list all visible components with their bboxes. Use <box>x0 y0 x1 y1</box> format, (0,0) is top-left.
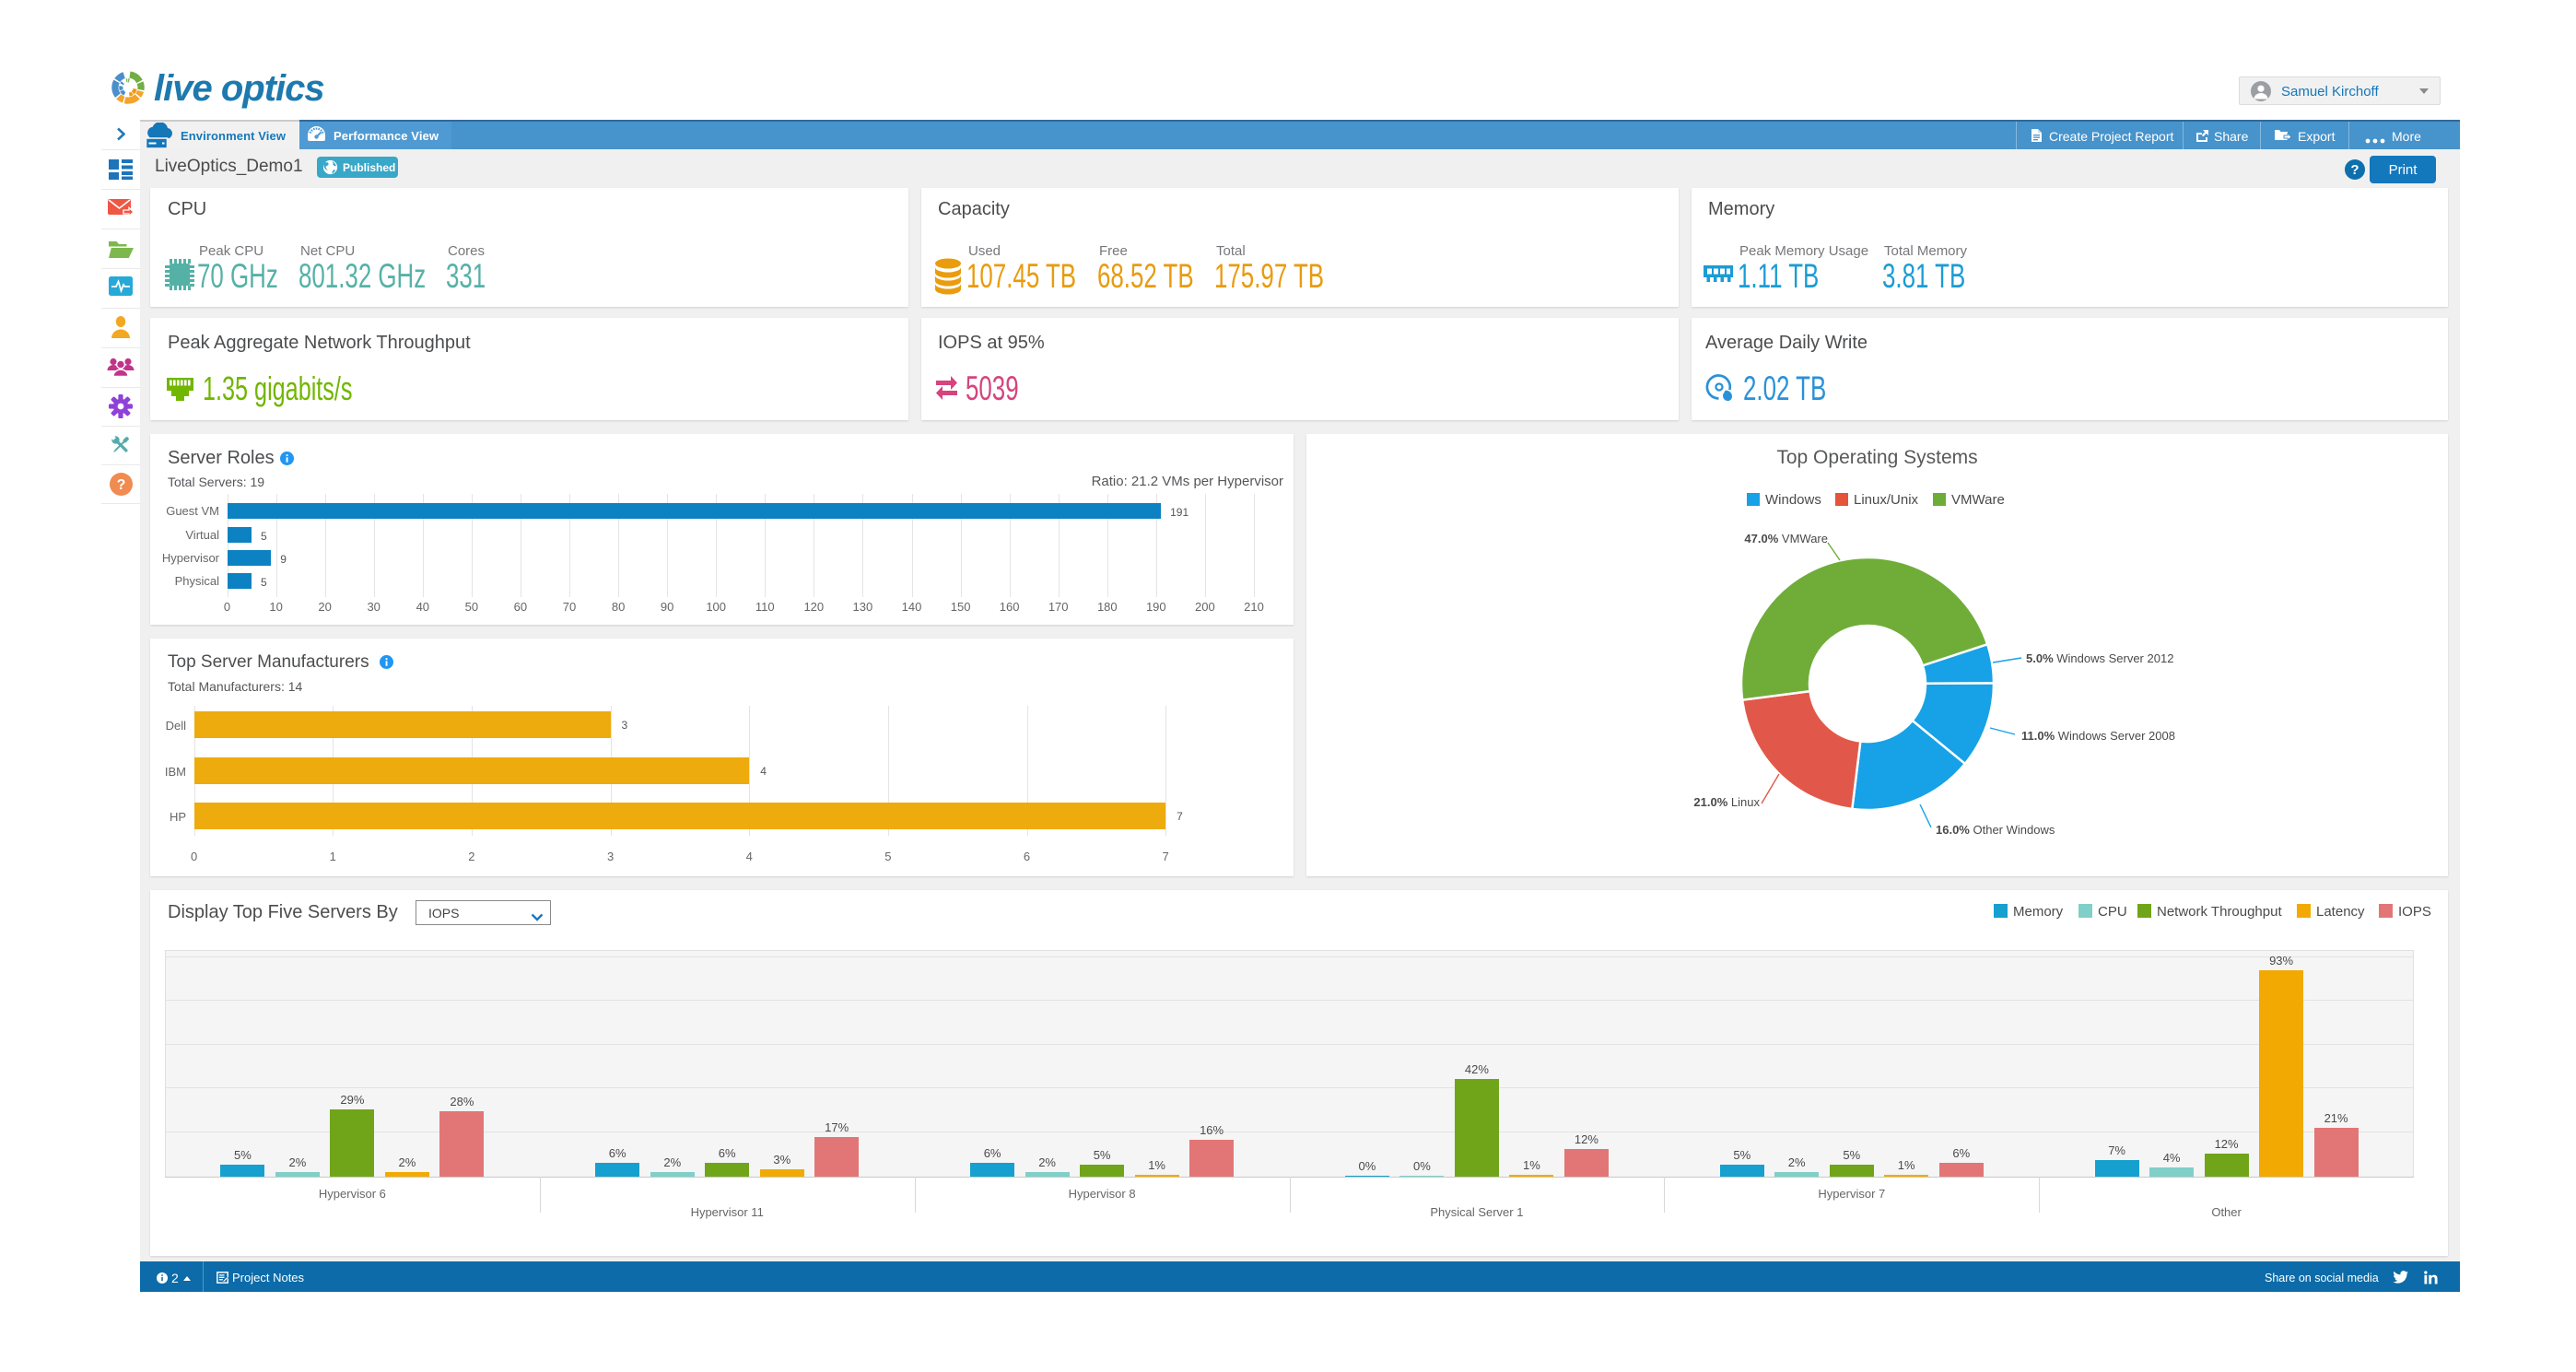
svg-text:?: ? <box>2350 162 2359 178</box>
svg-text:?: ? <box>117 477 126 493</box>
